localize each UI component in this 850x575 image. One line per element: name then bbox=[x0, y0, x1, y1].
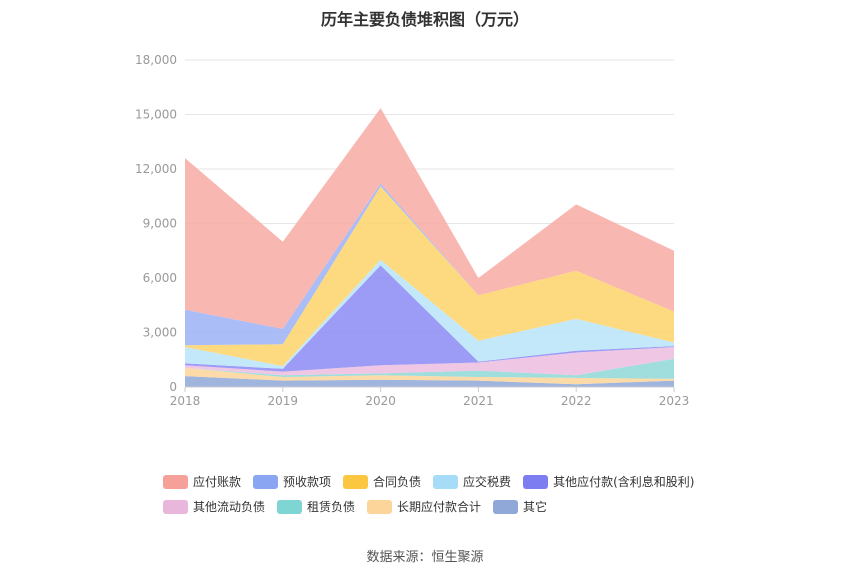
legend-swatch bbox=[433, 474, 459, 489]
series-area bbox=[185, 358, 674, 379]
x-tick-label: 2018 bbox=[170, 394, 201, 408]
legend-label: 其它 bbox=[523, 500, 548, 514]
y-tick-label: 9,000 bbox=[143, 217, 177, 231]
legend-swatch bbox=[367, 499, 393, 514]
x-tick-label: 2023 bbox=[659, 394, 690, 408]
legend-item[interactable]: 合同负债 bbox=[343, 473, 421, 490]
series-area bbox=[185, 347, 674, 376]
legend-item[interactable]: 租赁负债 bbox=[277, 498, 355, 515]
legend-item[interactable]: 预收款项 bbox=[253, 473, 331, 490]
x-tick-label: 2021 bbox=[463, 394, 494, 408]
y-tick-label: 15,000 bbox=[135, 108, 177, 122]
series-area bbox=[185, 186, 674, 367]
chart-legend: 应付账款 预收款项 合同负债 应交税费 其他应付款(含利息和股利) 其他流动负债 租赁负债 长… bbox=[163, 472, 723, 522]
legend-label: 其他应付款(含利息和股利) bbox=[553, 475, 695, 489]
legend-swatch bbox=[343, 474, 369, 489]
legend-row: 其他流动负债 租赁负债 长期应付款合计 其它 bbox=[163, 497, 723, 516]
y-tick-label: 12,000 bbox=[135, 162, 177, 176]
legend-item[interactable]: 应付账款 bbox=[163, 473, 241, 490]
legend-label: 预收款项 bbox=[283, 475, 332, 489]
stacked-area-chart: 0 3,000 6,000 9,000 12,000 15,000 18,000 2018 20… bbox=[135, 53, 690, 408]
legend-label: 应交税费 bbox=[463, 475, 512, 489]
legend-swatch bbox=[163, 499, 188, 514]
legend-swatch bbox=[277, 499, 303, 514]
legend-label: 合同负债 bbox=[373, 475, 422, 489]
y-tick-label: 18,000 bbox=[135, 53, 177, 67]
legend-swatch bbox=[163, 474, 188, 489]
x-tick-label: 2019 bbox=[268, 394, 299, 408]
legend-label: 其他流动负债 bbox=[193, 500, 266, 514]
legend-label: 租赁负债 bbox=[307, 500, 356, 514]
series-area bbox=[185, 376, 674, 387]
legend-label: 应付账款 bbox=[193, 475, 242, 489]
series-area bbox=[185, 265, 674, 372]
x-tick-label: 2022 bbox=[561, 394, 592, 408]
y-tick-label: 0 bbox=[169, 380, 177, 394]
legend-label: 长期应付款合计 bbox=[397, 500, 482, 514]
x-tick-label: 2020 bbox=[365, 394, 396, 408]
legend-item[interactable]: 其它 bbox=[493, 498, 547, 515]
legend-item[interactable]: 应交税费 bbox=[433, 473, 511, 490]
series-area bbox=[185, 259, 674, 369]
series-area bbox=[185, 183, 674, 346]
y-tick-label: 3,000 bbox=[143, 326, 177, 340]
chart-title: 历年主要负债堆积图（万元） bbox=[320, 10, 529, 29]
data-source: 数据来源：恒生聚源 bbox=[366, 550, 484, 565]
series-area bbox=[185, 108, 674, 329]
legend-swatch bbox=[253, 474, 279, 489]
legend-item[interactable]: 其他流动负债 bbox=[163, 498, 265, 515]
y-tick-label: 6,000 bbox=[143, 271, 177, 285]
series-area bbox=[185, 367, 674, 385]
legend-swatch bbox=[493, 499, 519, 514]
legend-item[interactable]: 长期应付款合计 bbox=[367, 498, 481, 515]
legend-swatch bbox=[523, 474, 549, 489]
legend-row: 应付账款 预收款项 合同负债 应交税费 其他应付款(含利息和股利) bbox=[163, 472, 723, 491]
legend-item[interactable]: 其他应付款(含利息和股利) bbox=[523, 473, 694, 490]
